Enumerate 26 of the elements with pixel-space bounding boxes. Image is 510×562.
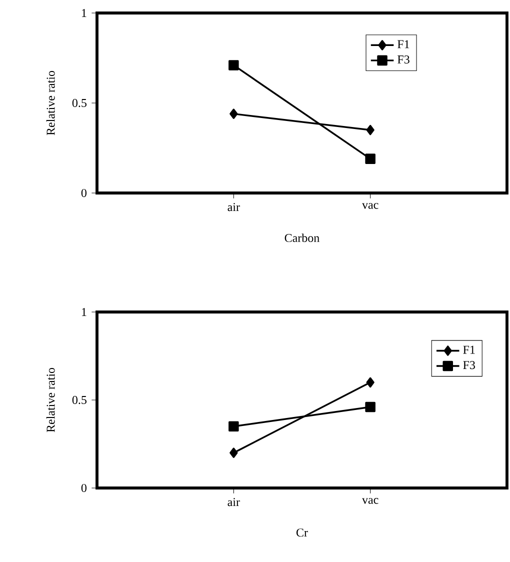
legend-label: F3 [463,361,475,370]
point [366,377,374,388]
point [366,124,374,136]
y-axis-title: Relative ratio [46,368,55,432]
x-tick-label: air [228,203,240,212]
point [228,60,239,70]
y-tick-label: 0.5 [72,98,86,108]
x-tick-label: air [228,498,240,506]
point [230,448,238,458]
y-tick-label: 0 [81,188,86,198]
legend-label: F3 [398,55,410,64]
point [365,154,376,164]
x-axis-title: Carbon [284,234,320,242]
y-tick-label: 0.5 [72,396,86,404]
y-tick-label: 0 [81,484,86,492]
x-tick-label: vac [362,498,378,504]
point [365,402,376,412]
x-tick-label: vac [362,203,378,209]
y-tick-label: 1 [82,308,86,316]
x-axis-title: Cr [296,528,308,537]
legend-label: F1 [398,40,410,48]
point [230,108,238,119]
point [228,421,239,432]
y-tick-label: 1 [82,9,86,17]
legend-label: F1 [463,346,475,354]
y-axis-title: Relative ratio [46,70,55,136]
